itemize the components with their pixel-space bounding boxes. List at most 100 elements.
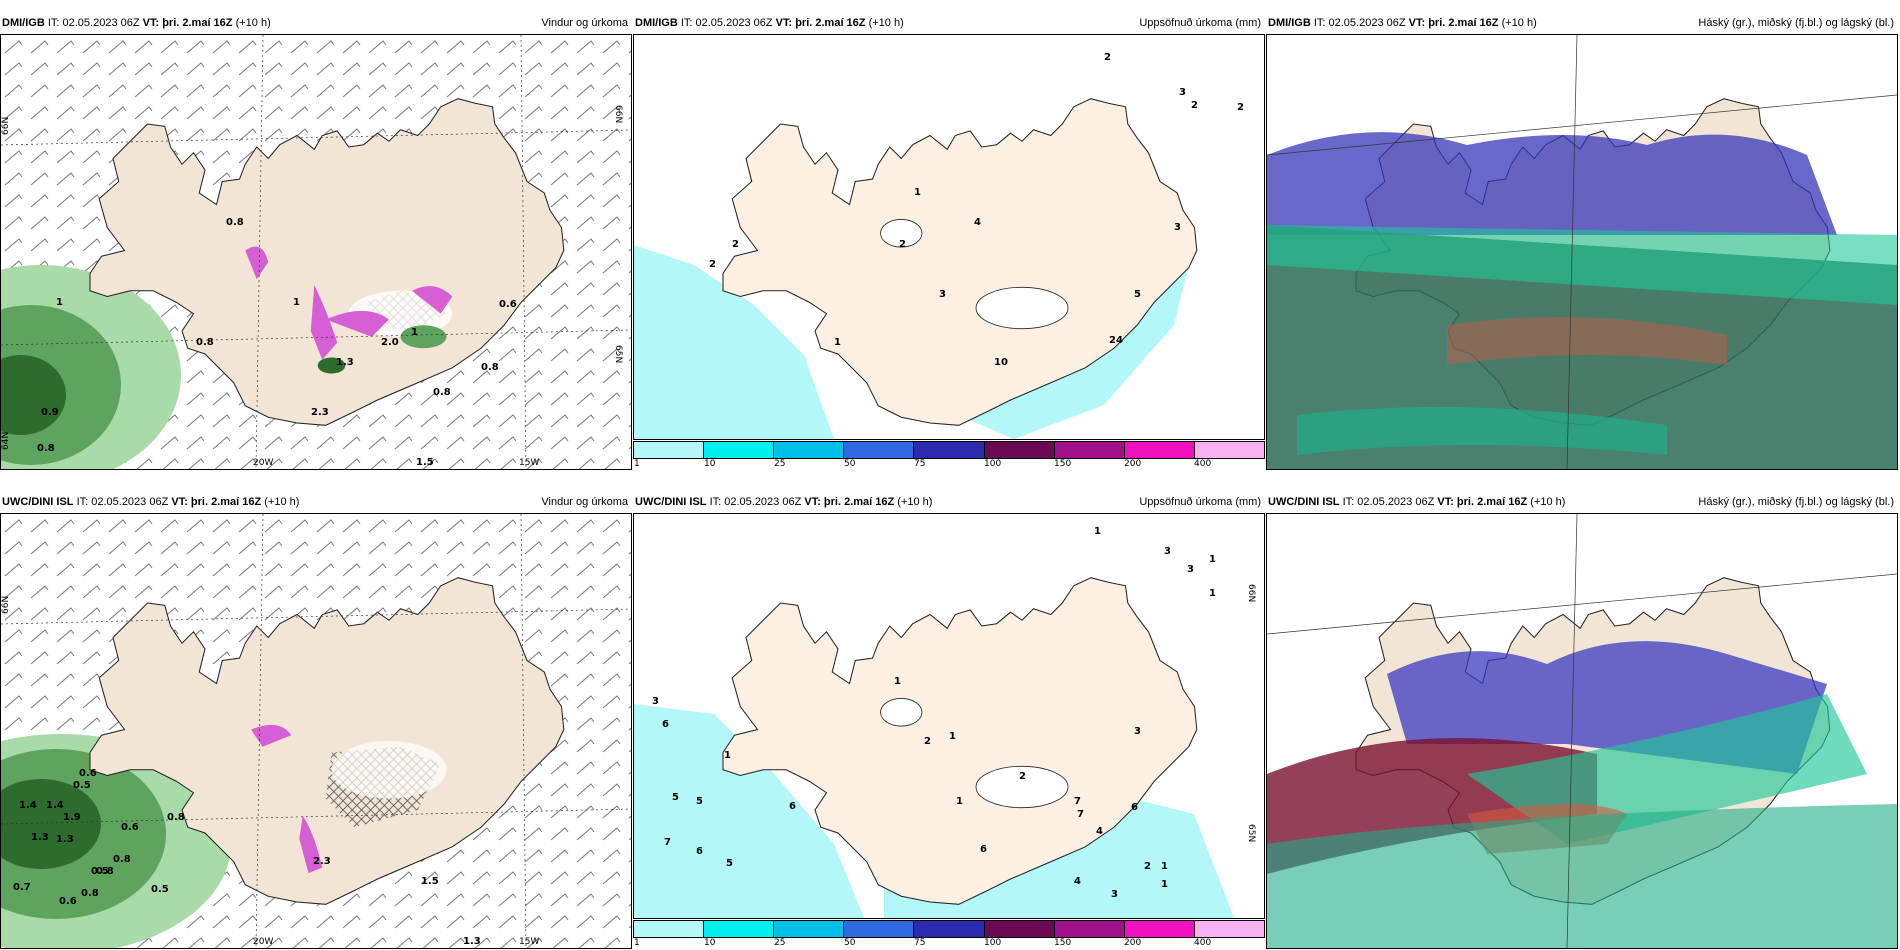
lead-time: (+10 h) (235, 17, 271, 29)
accum-label: 7 (1074, 796, 1081, 807)
precip-label: 0.6 (79, 768, 97, 779)
accum-label: 6 (1131, 802, 1138, 813)
init-time: IT: 02.05.2023 06Z (47, 17, 140, 29)
accum-label: 1 (1094, 526, 1101, 537)
valid-time: þri. 2.maí 16Z (190, 496, 262, 508)
accum-label: 2 (709, 259, 716, 270)
precip-label: 1 (56, 297, 63, 308)
valid-time: þri. 2.maí 16Z (1428, 17, 1499, 29)
panel-uwc-wind: UWC/DINI ISL IT: 02.05.2023 06Z VT: þri.… (0, 487, 632, 949)
colorbar-segment (634, 442, 705, 458)
accum-precip-map: 1 3 3 1 1 3 6 1 5 5 7 6 5 6 1 2 1 2 6 7 … (634, 526, 1256, 918)
valid-time: þri. 2.maí 16Z (823, 496, 895, 508)
valid-label: VT: (1408, 17, 1426, 29)
lon-label: 15W (519, 937, 539, 947)
precip-label: 1.3 (56, 834, 74, 845)
accum-label: 3 (939, 289, 946, 300)
precip-label: 1.5 (421, 876, 439, 887)
model-name: DMI/IGB (1268, 17, 1311, 29)
precip-label: 1.3 (31, 832, 49, 843)
valid-label: VT: (804, 496, 821, 508)
panel-title: Uppsöfnuð úrkoma (mm) (1139, 17, 1261, 29)
accum-label: 10 (994, 357, 1008, 368)
colorbar-tick: 1 (634, 938, 640, 948)
lat-label: 64N (1, 432, 11, 450)
accum-label: 5 (726, 858, 733, 869)
accum-label: 3 (1187, 564, 1194, 575)
colorbar (633, 441, 1265, 459)
precip-label: 0.6 (121, 822, 139, 833)
valid-time: þri. 2.maí 16Z (795, 17, 866, 29)
lead-time: (+10 h) (264, 496, 300, 508)
valid-label: VT: (171, 496, 188, 508)
colorbar-segment (634, 921, 705, 937)
precip-label: 2.3 (311, 407, 329, 418)
wind-precip-map: 0.8 0.8 0.9 0.8 0.8 1 1 1 2.0 1.3 2.3 0.… (1, 35, 631, 469)
colorbar-tick: 150 (1054, 459, 1072, 469)
colorbar-tick: 200 (1124, 459, 1142, 469)
accum-label: 7 (1077, 809, 1084, 820)
valid-label: VT: (775, 17, 793, 29)
colorbar-ticks: 1 10 25 50 75 100 150 200 400 (633, 938, 1263, 950)
precip-label: 0.8 (96, 866, 114, 877)
accum-label: 1 (1161, 861, 1168, 872)
accum-label: 2 (1104, 52, 1111, 63)
accum-precip-map: 1 2 2 2 4 3 1 10 3 5 24 2 2 2 3 (634, 52, 1244, 439)
accum-label: 5 (1134, 289, 1141, 300)
accum-label: 2 (1191, 100, 1198, 111)
colorbar-tick: 200 (1124, 938, 1142, 948)
map-frame: 1 2 2 2 4 3 1 10 3 5 24 2 2 2 3 (633, 34, 1265, 440)
panel-title: Háský (gr.), miðský (fj.bl.) og lágský (… (1698, 17, 1894, 29)
colorbar-tick: 25 (774, 459, 786, 469)
accum-label: 7 (664, 837, 671, 848)
precip-label: 0.8 (481, 362, 499, 373)
lat-label: 66N (1246, 584, 1256, 602)
lon-label: 15W (519, 458, 539, 468)
precip-label: 1.4 (19, 800, 37, 811)
panel-dmi-clouds: DMI/IGB IT: 02.05.2023 06Z VT: þri. 2.ma… (1266, 8, 1898, 470)
lead-time: (+10 h) (897, 496, 933, 508)
model-name: DMI/IGB (2, 17, 45, 29)
accum-label: 3 (1179, 87, 1186, 98)
accum-label: 24 (1109, 335, 1123, 346)
accum-label: 3 (1111, 889, 1118, 900)
model-name: UWC/DINI ISL (1268, 496, 1340, 508)
model-name: UWC/DINI ISL (2, 496, 74, 508)
accum-label: 5 (696, 796, 703, 807)
colorbar-segment (984, 442, 1055, 458)
valid-label: VT: (1437, 496, 1454, 508)
colorbar-segment (1054, 442, 1125, 458)
lon-label: 20W (253, 458, 273, 468)
precip-label: 0.5 (151, 884, 169, 895)
precip-label: 1.3 (336, 357, 354, 368)
panel-header: UWC/DINI ISL IT: 02.05.2023 06Z VT: þri.… (635, 494, 1261, 510)
precip-label: 1.9 (63, 812, 81, 823)
accum-label: 3 (652, 696, 659, 707)
accum-label: 1 (894, 676, 901, 687)
precip-label: 1.5 (416, 457, 434, 468)
precip-label: 0.8 (226, 217, 244, 228)
panel-header: UWC/DINI ISL IT: 02.05.2023 06Z VT: þri.… (1268, 494, 1894, 510)
accum-label: 2 (1237, 102, 1244, 113)
accum-label: 6 (789, 801, 796, 812)
lat-label: 66N (613, 105, 623, 123)
lead-time: (+10 h) (1530, 496, 1566, 508)
panel-dmi-wind: DMI/IGB IT: 02.05.2023 06Z VT: þri. 2.ma… (0, 8, 632, 470)
accum-label: 1 (914, 187, 921, 198)
colorbar-tick: 10 (704, 938, 716, 948)
init-time: IT: 02.05.2023 06Z (709, 496, 802, 508)
precip-label: 0.5 (91, 866, 109, 877)
map-frame (1266, 34, 1898, 470)
colorbar-segment (984, 921, 1055, 937)
panel-title: Uppsöfnuð úrkoma (mm) (1139, 496, 1261, 508)
accum-label: 1 (1209, 554, 1216, 565)
panel-header: UWC/DINI ISL IT: 02.05.2023 06Z VT: þri.… (2, 494, 628, 510)
wind-precip-map: 0.6 0.5 1.4 1.4 1.9 1.3 1.3 0.6 0.8 0.8 … (1, 514, 631, 948)
map-frame: 1 3 3 1 1 3 6 1 5 5 7 6 5 6 1 2 1 2 6 7 … (633, 513, 1265, 919)
panel-uwc-accum: UWC/DINI ISL IT: 02.05.2023 06Z VT: þri.… (633, 487, 1265, 950)
colorbar-segment (1124, 921, 1195, 937)
lead-time: (+10 h) (868, 17, 904, 29)
accum-label: 1 (1209, 588, 1216, 599)
lat-label: 65N (1246, 824, 1256, 842)
accum-label: 2 (1019, 771, 1026, 782)
